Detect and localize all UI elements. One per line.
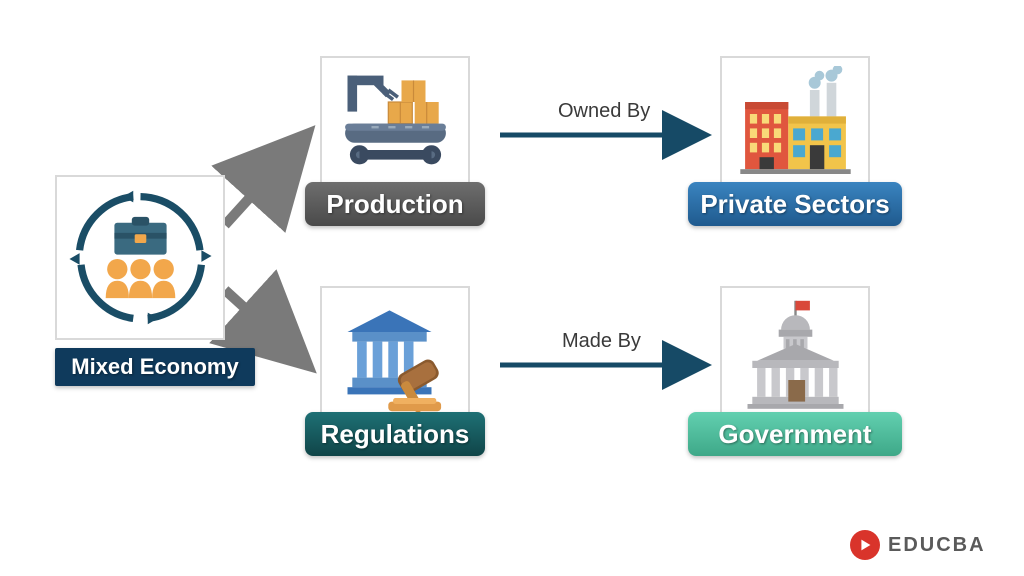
- label-private-sectors: Private Sectors: [688, 182, 902, 226]
- node-regulations: [320, 286, 470, 426]
- label-government: Government: [688, 412, 902, 456]
- regulations-icon: [333, 296, 458, 416]
- brand-text: EDUCBA: [888, 534, 986, 557]
- mixed-economy-icon: [68, 185, 213, 330]
- production-icon: [333, 66, 458, 186]
- brand-mark-icon: [850, 530, 880, 560]
- edge-label-made-by: Made By: [562, 330, 641, 353]
- private-sectors-icon: [733, 66, 858, 186]
- node-production: [320, 56, 470, 196]
- edge-label-owned-by: Owned By: [558, 100, 650, 123]
- label-regulations: Regulations: [305, 412, 485, 456]
- label-mixed-economy: Mixed Economy: [55, 348, 255, 386]
- brand-logo: EDUCBA: [850, 530, 986, 560]
- diagram-canvas: Owned By Made By Mixed Economy: [0, 0, 1024, 576]
- government-icon: [733, 296, 858, 416]
- node-government: [720, 286, 870, 426]
- node-mixed-economy: [55, 175, 225, 340]
- node-private-sectors: [720, 56, 870, 196]
- label-production: Production: [305, 182, 485, 226]
